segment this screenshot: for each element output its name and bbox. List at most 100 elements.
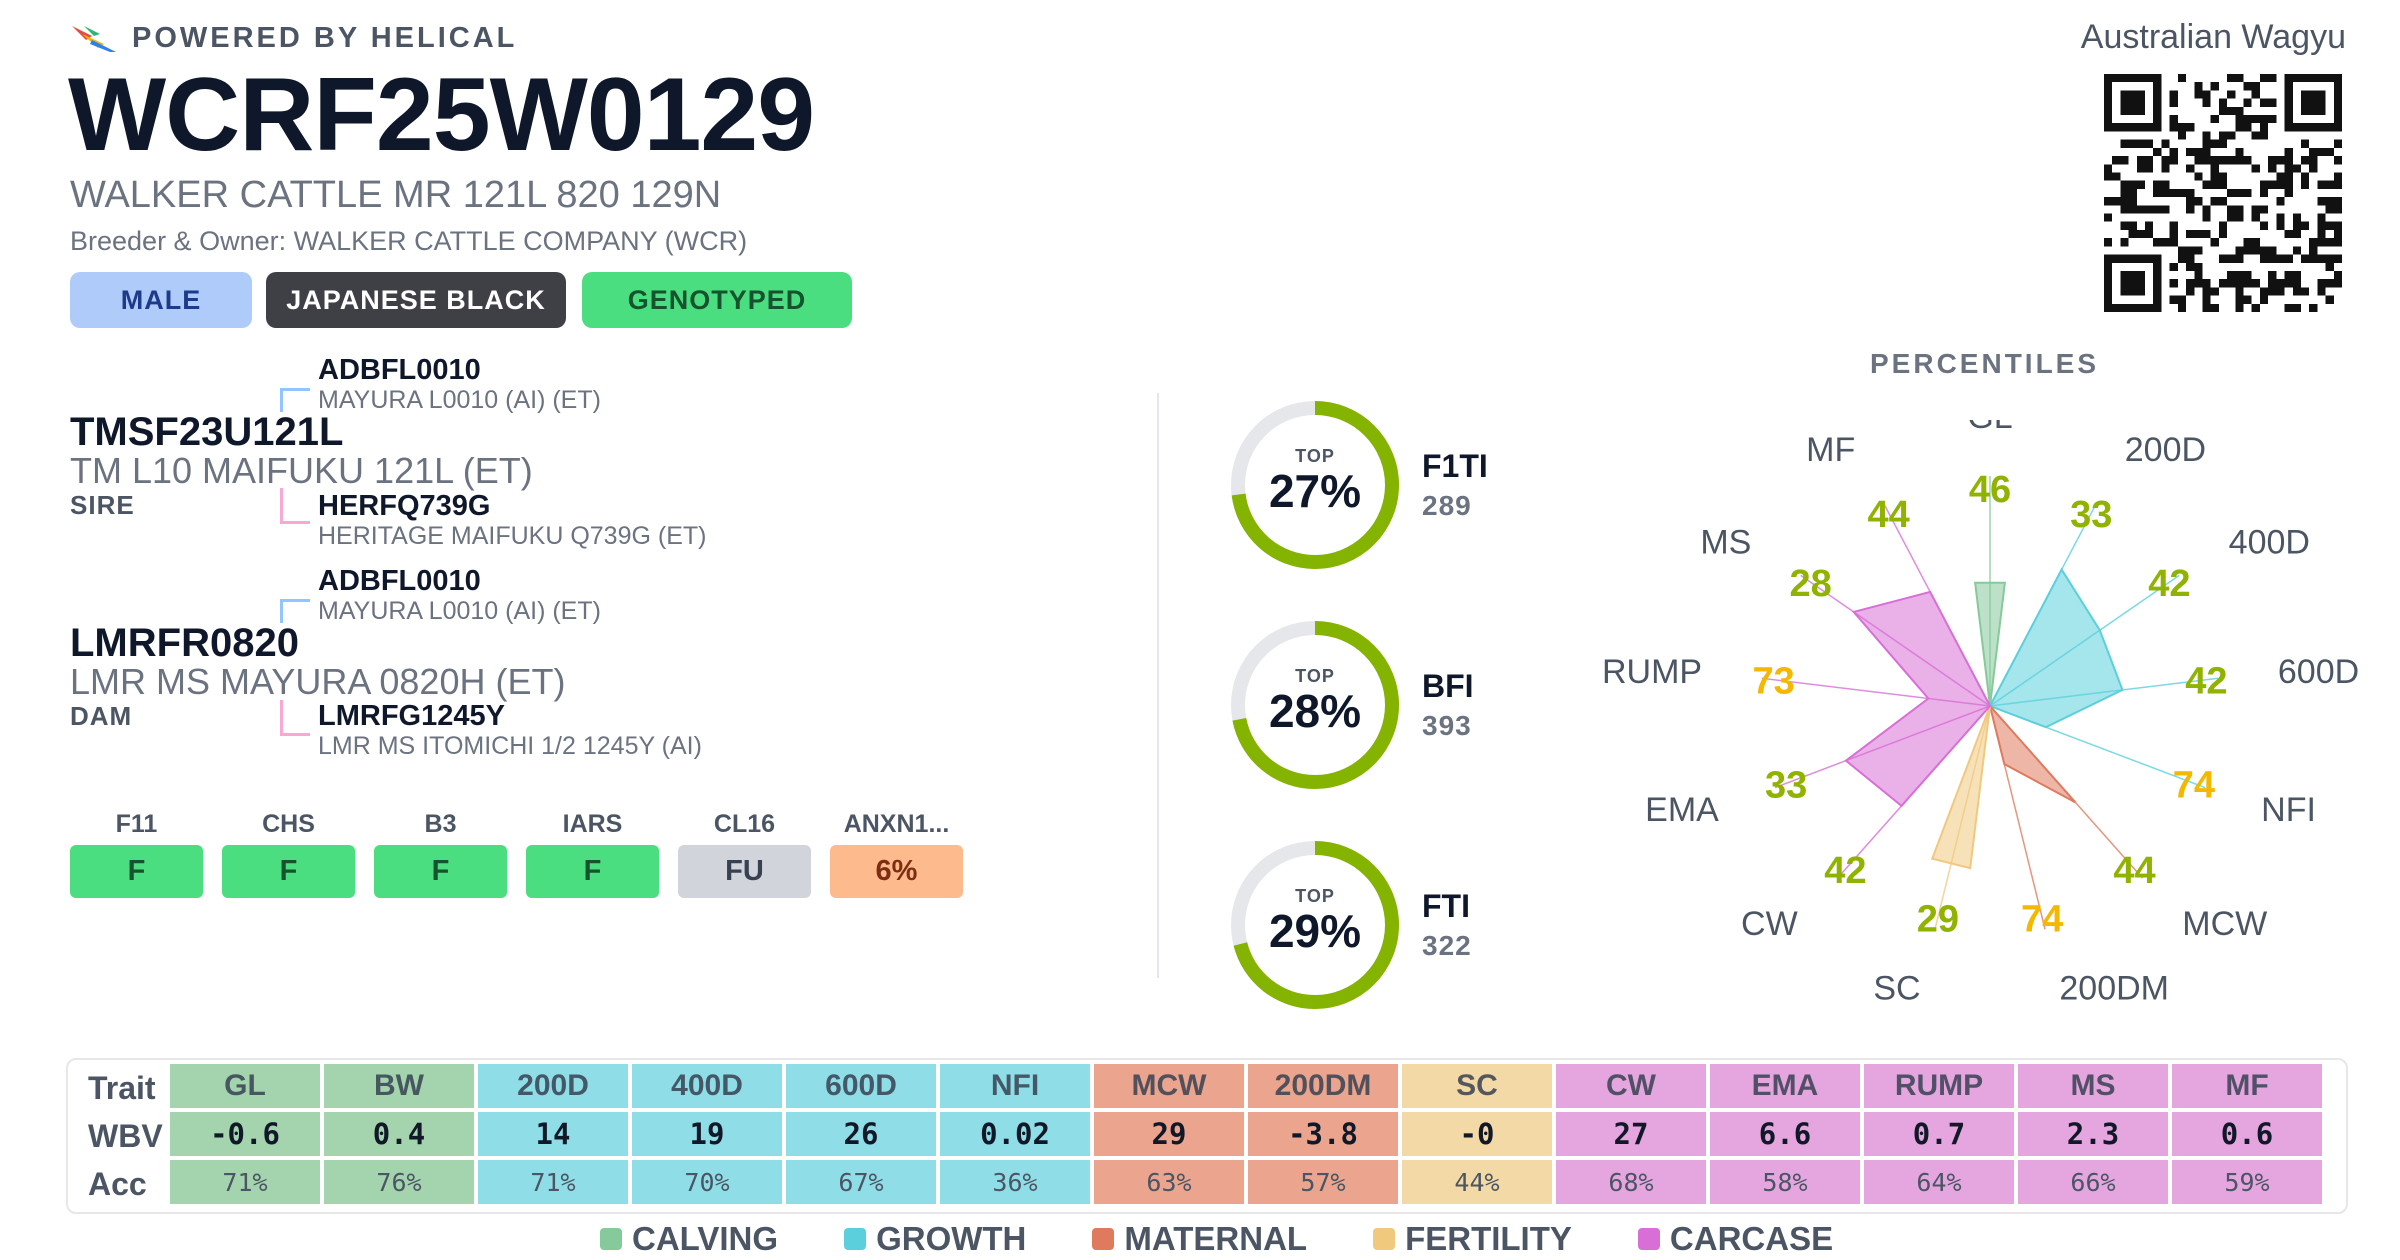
radar-percentile-value: 29 <box>1917 899 1959 941</box>
wbv-cell: -0.6 <box>170 1112 320 1156</box>
condition-status[interactable]: F <box>222 845 355 898</box>
condition-label: CHS <box>262 810 315 838</box>
legend-label: MATERNAL <box>1124 1220 1308 1257</box>
legend-item-maternal: MATERNAL <box>1092 1220 1307 1258</box>
dam-dam-connector <box>280 700 310 736</box>
dam-id[interactable]: LMRFR0820 <box>70 621 299 665</box>
trait-header: NFI <box>940 1064 1090 1108</box>
acc-cell: 36% <box>940 1160 1090 1204</box>
trait-header: GL <box>170 1064 320 1108</box>
radar-trait-label: NFI <box>2261 791 2316 829</box>
dam-dam-id[interactable]: LMRFG1245Y <box>318 700 505 732</box>
helical-logo-icon <box>72 25 116 52</box>
condition-label: IARS <box>562 810 623 838</box>
radar-trait-label: 400D <box>2229 523 2310 561</box>
radar-trait-label: EMA <box>1645 791 1719 829</box>
radar-area-fertility <box>1930 705 1991 870</box>
ring-top-label: TOP <box>1295 446 1335 466</box>
ring-percent: 28% <box>1268 685 1362 737</box>
radar-percentile-value: 46 <box>1969 469 2011 511</box>
radar-trait-label: MF <box>1806 431 1855 469</box>
index-ring <box>1231 621 1399 789</box>
ring-percent: 27% <box>1268 465 1362 517</box>
radar-trait-label: CW <box>1741 905 1798 943</box>
condition-status[interactable]: 6% <box>830 845 963 898</box>
acc-cell: 70% <box>632 1160 782 1204</box>
badge-male: MALE <box>70 272 252 328</box>
trait-header: BW <box>324 1064 474 1108</box>
acc-cell: 76% <box>324 1160 474 1204</box>
index-ring <box>1231 401 1399 569</box>
condition-status[interactable]: F <box>374 845 507 898</box>
legend-item-carcase: CARCASE <box>1637 1220 1833 1258</box>
legend-swatch <box>1373 1228 1396 1250</box>
trait-header: RUMP <box>1864 1064 2014 1108</box>
wbv-cell: 0.4 <box>324 1112 474 1156</box>
legend-swatch <box>600 1228 622 1250</box>
acc-cell: 64% <box>1864 1160 2014 1204</box>
trait-header: MF <box>2172 1064 2322 1108</box>
row-label-acc: Acc <box>88 1166 147 1202</box>
index-value: 322 <box>1422 930 1472 961</box>
qr-code-icon[interactable] <box>2104 74 2342 312</box>
wbv-cell: 26 <box>786 1112 936 1156</box>
legend-label: FERTILITY <box>1405 1220 1572 1257</box>
radar-percentile-value: 73 <box>1752 661 1794 703</box>
index-name: F1TI <box>1422 448 1488 484</box>
radar-area-calving <box>1974 581 2006 707</box>
sire-sire-id[interactable]: ADBFL0010 <box>318 354 481 386</box>
ring-top-label: TOP <box>1295 886 1335 906</box>
radar-percentile-value: 42 <box>1824 850 1866 892</box>
acc-cell: 71% <box>478 1160 628 1204</box>
registered-name: WALKER CATTLE MR 121L 820 129N <box>70 174 722 216</box>
wbv-cell: -0 <box>1402 1112 1552 1156</box>
dam-sire-name: MAYURA L0010 (AI) (ET) <box>318 597 601 625</box>
badge-genotyped: GENOTYPED <box>582 272 852 328</box>
radar-trait-label: GL <box>1967 420 2012 436</box>
percentiles-title: PERCENTILES <box>1870 348 2100 379</box>
condition-status[interactable]: F <box>526 845 659 898</box>
radar-percentile-value: 42 <box>2148 563 2190 605</box>
wbv-cell: 6.6 <box>1710 1112 1860 1156</box>
radar-percentile-value: 44 <box>1868 494 1910 536</box>
trait-group-legend: CALVING GROWTH MATERNAL FERTILITY CARCASE <box>600 1220 1833 1258</box>
condition-status[interactable]: F <box>70 845 203 898</box>
radar-trait-label: RUMP <box>1602 653 1702 691</box>
sire-sire-connector <box>280 388 310 412</box>
percentiles-radar-chart: GL 46 200D 33 400D 42 600D 42 NFI 74 MCW 44 200DM 74 S… <box>1602 420 2359 1000</box>
breed-society: Australian Wagyu <box>2080 18 2346 56</box>
legend-item-calving: CALVING <box>600 1220 778 1258</box>
powered-by: POWERED BY HELICAL <box>70 22 517 55</box>
acc-cell: 57% <box>1248 1160 1398 1204</box>
sire-dam-id[interactable]: HERFQ739G <box>318 490 491 522</box>
wbv-cell: 19 <box>632 1112 782 1156</box>
trait-header: MS <box>2018 1064 2168 1108</box>
row-label-trait: Trait <box>88 1070 156 1106</box>
legend-item-fertility: FERTILITY <box>1373 1220 1572 1258</box>
acc-cell: 44% <box>1402 1160 1552 1204</box>
dam-dam-name: LMR MS ITOMICHI 1/2 1245Y (AI) <box>318 732 702 760</box>
breeder-owner: Breeder & Owner: WALKER CATTLE COMPANY (… <box>70 226 748 256</box>
radar-trait-label: 200D <box>2125 431 2206 469</box>
acc-cell: 68% <box>1556 1160 1706 1204</box>
ebv-table: Trait WBV Acc GL -0.6 71% BW 0.4 76% 200D 14 71%… <box>66 1058 2348 1214</box>
radar-trait-label: 600D <box>2278 653 2359 691</box>
radar-percentile-value: 28 <box>1789 563 1831 605</box>
wbv-cell: 27 <box>1556 1112 1706 1156</box>
powered-by-label: POWERED BY HELICAL <box>132 22 518 54</box>
ring-progress <box>1231 841 1399 1009</box>
acc-cell: 58% <box>1710 1160 1860 1204</box>
dam-sire-id[interactable]: ADBFL0010 <box>318 565 481 597</box>
acc-cell: 67% <box>786 1160 936 1204</box>
dam-role-label: DAM <box>70 701 133 731</box>
sire-id[interactable]: TMSF23U121L <box>70 410 344 454</box>
radar-trait-label: MCW <box>2182 905 2267 943</box>
acc-cell: 63% <box>1094 1160 1244 1204</box>
condition-status[interactable]: FU <box>678 845 811 898</box>
sire-sire-name: MAYURA L0010 (AI) (ET) <box>318 386 601 414</box>
radar-percentile-value: 42 <box>2185 661 2227 703</box>
condition-label: ANXN1... <box>843 810 950 838</box>
wbv-cell: 0.02 <box>940 1112 1090 1156</box>
ring-progress <box>1231 621 1399 789</box>
radar-percentile-value: 74 <box>2173 764 2215 806</box>
